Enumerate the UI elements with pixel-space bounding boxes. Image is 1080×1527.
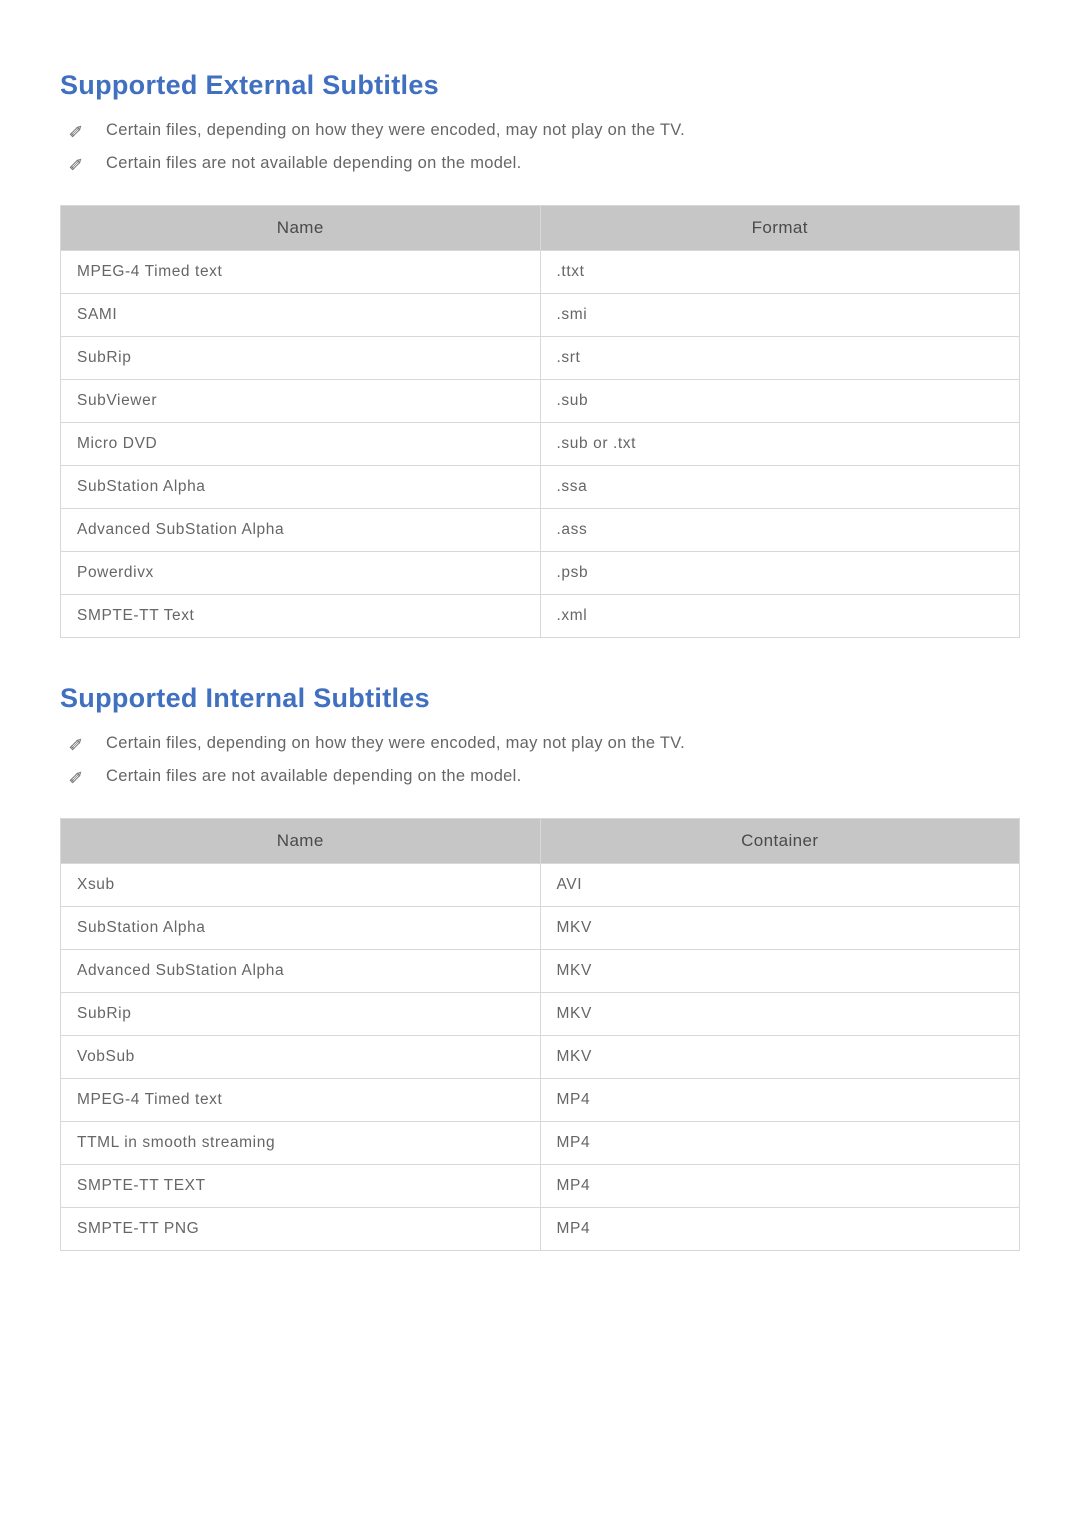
pencil-icon [68, 769, 84, 785]
subtitle-table: NameContainerXsubAVISubStation AlphaMKVA… [60, 818, 1020, 1251]
table-row: Micro DVD.sub or .txt [61, 423, 1020, 466]
table-cell: .psb [540, 552, 1020, 595]
table-cell: AVI [540, 864, 1020, 907]
section-title: Supported External Subtitles [60, 70, 1020, 101]
table-row: SAMI.smi [61, 294, 1020, 337]
table-row: SubRipMKV [61, 993, 1020, 1036]
table-cell: MP4 [540, 1165, 1020, 1208]
table-row: SubRip.srt [61, 337, 1020, 380]
note-list: Certain files, depending on how they wer… [60, 734, 1020, 786]
table-cell: MKV [540, 907, 1020, 950]
table-row: Advanced SubStation AlphaMKV [61, 950, 1020, 993]
table-cell: Advanced SubStation Alpha [61, 509, 541, 552]
table-cell: MKV [540, 1036, 1020, 1079]
note-text: Certain files, depending on how they wer… [106, 734, 685, 753]
table-cell: .smi [540, 294, 1020, 337]
table-cell: VobSub [61, 1036, 541, 1079]
note-text: Certain files are not available dependin… [106, 767, 522, 786]
table-row: Advanced SubStation Alpha.ass [61, 509, 1020, 552]
table-cell: SMPTE-TT TEXT [61, 1165, 541, 1208]
note-item: Certain files are not available dependin… [68, 767, 1020, 786]
note-list: Certain files, depending on how they wer… [60, 121, 1020, 173]
table-cell: SMPTE-TT Text [61, 595, 541, 638]
table-row: TTML in smooth streamingMP4 [61, 1122, 1020, 1165]
table-cell: MKV [540, 950, 1020, 993]
table-cell: MPEG-4 Timed text [61, 1079, 541, 1122]
table-cell: SubViewer [61, 380, 541, 423]
table-cell: .srt [540, 337, 1020, 380]
table-cell: Micro DVD [61, 423, 541, 466]
subtitle-table: NameFormatMPEG-4 Timed text.ttxtSAMI.smi… [60, 205, 1020, 638]
table-row: MPEG-4 Timed text.ttxt [61, 251, 1020, 294]
table-cell: .ttxt [540, 251, 1020, 294]
table-cell: MPEG-4 Timed text [61, 251, 541, 294]
table-cell: Advanced SubStation Alpha [61, 950, 541, 993]
note-item: Certain files, depending on how they wer… [68, 121, 1020, 140]
table-header: Container [540, 819, 1020, 864]
pencil-icon [68, 736, 84, 752]
table-cell: .sub [540, 380, 1020, 423]
pencil-icon [68, 156, 84, 172]
table-cell: MP4 [540, 1208, 1020, 1251]
table-cell: MP4 [540, 1122, 1020, 1165]
section-1: Supported Internal Subtitles Certain file… [60, 683, 1020, 1251]
table-row: VobSubMKV [61, 1036, 1020, 1079]
table-row: SubStation AlphaMKV [61, 907, 1020, 950]
table-row: SMPTE-TT Text.xml [61, 595, 1020, 638]
table-row: SMPTE-TT TEXTMP4 [61, 1165, 1020, 1208]
table-row: XsubAVI [61, 864, 1020, 907]
table-cell: Powerdivx [61, 552, 541, 595]
table-cell: .ass [540, 509, 1020, 552]
table-header: Name [61, 206, 541, 251]
table-header: Format [540, 206, 1020, 251]
table-cell: SubStation Alpha [61, 466, 541, 509]
section-title: Supported Internal Subtitles [60, 683, 1020, 714]
table-cell: .xml [540, 595, 1020, 638]
table-cell: SubRip [61, 993, 541, 1036]
note-item: Certain files, depending on how they wer… [68, 734, 1020, 753]
table-cell: Xsub [61, 864, 541, 907]
table-row: SubStation Alpha.ssa [61, 466, 1020, 509]
note-text: Certain files are not available dependin… [106, 154, 522, 173]
pencil-icon [68, 123, 84, 139]
table-cell: MKV [540, 993, 1020, 1036]
table-row: MPEG-4 Timed textMP4 [61, 1079, 1020, 1122]
note-text: Certain files, depending on how they wer… [106, 121, 685, 140]
section-0: Supported External Subtitles Certain file… [60, 70, 1020, 638]
note-item: Certain files are not available dependin… [68, 154, 1020, 173]
table-row: Powerdivx.psb [61, 552, 1020, 595]
table-header: Name [61, 819, 541, 864]
table-cell: SubRip [61, 337, 541, 380]
table-row: SMPTE-TT PNGMP4 [61, 1208, 1020, 1251]
table-cell: TTML in smooth streaming [61, 1122, 541, 1165]
table-cell: .ssa [540, 466, 1020, 509]
table-cell: SubStation Alpha [61, 907, 541, 950]
table-cell: SMPTE-TT PNG [61, 1208, 541, 1251]
table-row: SubViewer.sub [61, 380, 1020, 423]
table-cell: SAMI [61, 294, 541, 337]
table-cell: .sub or .txt [540, 423, 1020, 466]
table-cell: MP4 [540, 1079, 1020, 1122]
